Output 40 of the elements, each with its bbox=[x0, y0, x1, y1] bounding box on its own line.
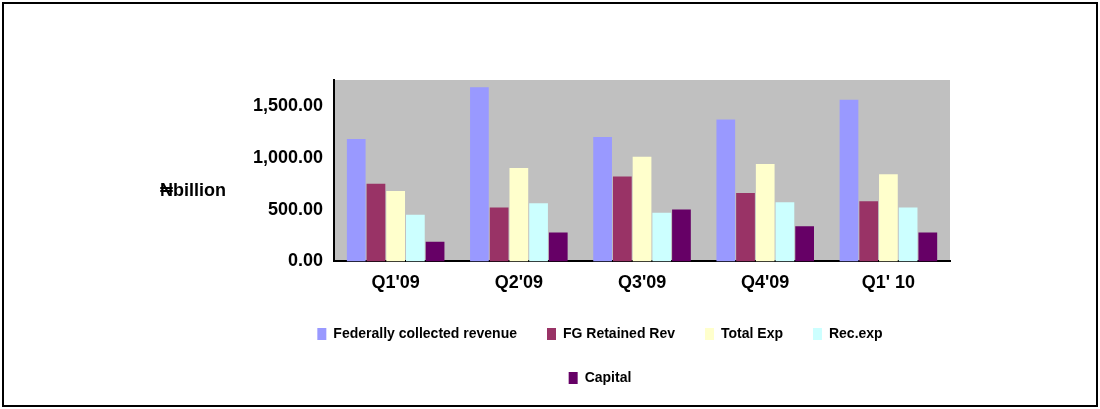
bar bbox=[406, 214, 425, 262]
bar bbox=[755, 163, 775, 262]
bar bbox=[775, 202, 795, 262]
bar bbox=[529, 203, 548, 262]
x-tick-label: Q3'09 bbox=[617, 272, 667, 293]
bar bbox=[716, 119, 736, 262]
y-tick-label: 500.00 bbox=[268, 198, 324, 219]
bar bbox=[425, 241, 445, 262]
bar bbox=[346, 139, 366, 262]
bar bbox=[859, 201, 879, 262]
y-tick-label: 1,500.00 bbox=[252, 94, 324, 115]
x-tick-label: Q2'09 bbox=[494, 272, 544, 293]
bar bbox=[839, 99, 859, 262]
y-axis-title: ₦billion bbox=[160, 180, 226, 201]
bar bbox=[612, 176, 632, 262]
bar bbox=[548, 232, 568, 262]
bar bbox=[795, 226, 814, 262]
x-tick-label: Q1' 10 bbox=[861, 272, 916, 293]
x-tick-label: Q4'09 bbox=[741, 272, 790, 293]
legend-label: Rec.exp bbox=[828, 324, 883, 341]
legend-label: Federally collected revenue bbox=[333, 324, 518, 341]
bar bbox=[632, 156, 652, 262]
bar bbox=[879, 174, 898, 262]
legend-label: FG Retained Rev bbox=[562, 324, 676, 341]
bar bbox=[509, 168, 529, 262]
bar bbox=[470, 87, 489, 262]
bar bbox=[918, 232, 938, 262]
bar bbox=[366, 183, 386, 262]
bar bbox=[386, 190, 406, 262]
bar bbox=[736, 192, 755, 262]
y-tick-label: 1,000.00 bbox=[252, 146, 324, 167]
y-tick-label: 0.00 bbox=[288, 250, 324, 271]
bar bbox=[593, 137, 612, 262]
bar bbox=[898, 207, 918, 262]
x-tick-label: Q1'09 bbox=[371, 272, 420, 293]
bar bbox=[672, 209, 691, 262]
bar bbox=[489, 207, 509, 262]
legend-label: Total Exp bbox=[721, 324, 783, 341]
bar bbox=[652, 212, 672, 262]
legend-label: Capital bbox=[584, 368, 632, 385]
